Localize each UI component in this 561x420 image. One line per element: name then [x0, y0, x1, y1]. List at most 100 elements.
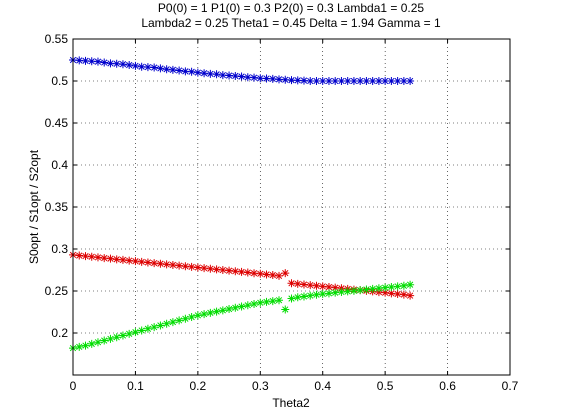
data-point — [368, 284, 377, 293]
data-point — [168, 65, 177, 74]
data-point — [406, 291, 415, 300]
data-point — [331, 77, 340, 85]
data-point — [275, 271, 284, 280]
y-tick-label: 0.4 — [51, 158, 68, 172]
y-tick-label: 0.5 — [51, 74, 68, 88]
data-point — [100, 58, 109, 67]
data-point — [162, 319, 171, 328]
data-point — [331, 283, 340, 292]
data-point — [200, 69, 209, 78]
data-point — [312, 77, 321, 85]
data-point — [250, 73, 259, 82]
data-point — [93, 253, 102, 262]
data-point — [337, 77, 346, 85]
data-point — [293, 279, 302, 288]
data-point — [112, 333, 121, 342]
chart-title-line-2: Lambda2 = 0.25 Theta1 = 0.45 Delta = 1.9… — [141, 16, 441, 30]
data-point — [374, 77, 383, 85]
data-point — [262, 297, 271, 306]
data-point — [318, 77, 327, 85]
data-point — [381, 77, 390, 85]
x-tick-label: 0.4 — [314, 379, 331, 393]
data-point — [187, 262, 196, 271]
data-point — [275, 75, 284, 84]
data-point — [200, 310, 209, 319]
y-tick-label: 0.45 — [45, 116, 69, 130]
data-point — [193, 311, 202, 320]
data-point — [312, 290, 321, 299]
data-point — [318, 289, 327, 298]
data-point — [200, 264, 209, 273]
data-point — [381, 288, 390, 297]
data-point — [75, 56, 84, 65]
data-point — [137, 257, 146, 266]
data-point — [162, 260, 171, 269]
data-point — [293, 293, 302, 302]
data-point — [349, 286, 358, 295]
y-tick-label: 0.2 — [51, 326, 68, 340]
data-point — [206, 264, 215, 273]
data-point — [212, 307, 221, 316]
data-point — [143, 258, 152, 267]
data-point — [193, 68, 202, 77]
data-point — [399, 290, 408, 299]
data-point — [393, 289, 402, 298]
data-series — [69, 56, 415, 353]
data-point — [231, 303, 240, 312]
data-point — [87, 339, 96, 348]
data-point — [237, 302, 246, 311]
x-tick-label: 0.7 — [502, 379, 519, 393]
data-point — [137, 326, 146, 335]
data-point — [262, 270, 271, 279]
data-point — [381, 283, 390, 292]
data-point — [150, 323, 159, 332]
data-point — [225, 305, 234, 314]
data-point — [106, 59, 115, 68]
data-point — [137, 62, 146, 71]
data-point — [243, 268, 252, 277]
data-point — [125, 256, 134, 265]
data-point — [262, 74, 271, 83]
data-point — [393, 77, 402, 85]
data-point — [118, 331, 127, 340]
data-point — [156, 64, 165, 73]
data-point — [331, 288, 340, 297]
data-point — [374, 284, 383, 293]
data-point — [324, 77, 333, 85]
data-point — [281, 305, 290, 314]
data-point — [100, 254, 109, 263]
data-point — [268, 297, 277, 306]
data-point — [256, 298, 265, 307]
data-point — [181, 314, 190, 323]
plot-area — [73, 39, 510, 375]
data-point — [318, 282, 327, 291]
data-point — [362, 285, 371, 294]
data-point — [250, 269, 259, 278]
data-point — [225, 266, 234, 275]
data-point — [299, 292, 308, 301]
chart-title-line-1: P0(0) = 1 P1(0) = 0.3 P2(0) = 0.3 Lambda… — [158, 1, 424, 15]
data-point — [143, 324, 152, 333]
data-point — [112, 59, 121, 68]
data-point — [168, 260, 177, 269]
data-point — [150, 259, 159, 268]
data-point — [343, 77, 352, 85]
data-point — [281, 269, 290, 278]
data-point — [193, 263, 202, 272]
data-point — [81, 341, 90, 350]
data-point — [256, 269, 265, 278]
data-point — [399, 77, 408, 85]
data-point — [324, 283, 333, 292]
y-tick-label: 0.55 — [45, 32, 69, 46]
data-point — [312, 281, 321, 290]
data-point — [306, 281, 315, 290]
data-point — [162, 65, 171, 74]
data-point — [293, 76, 302, 85]
x-axis-ticks: 0 0.1 0.2 0.3 0.4 0.5 0.6 0.7 — [70, 39, 519, 393]
data-point — [406, 280, 415, 289]
data-point — [287, 294, 296, 303]
data-point — [387, 289, 396, 298]
data-point — [287, 76, 296, 85]
data-point — [168, 318, 177, 327]
data-point — [237, 72, 246, 81]
